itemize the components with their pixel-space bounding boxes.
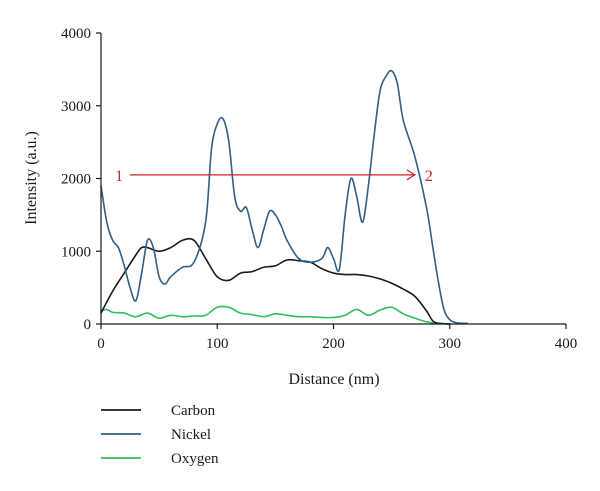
legend: Carbon Nickel Oxygen — [101, 403, 219, 467]
plot-area — [100, 69, 468, 325]
legend-label-carbon: Carbon — [171, 403, 216, 419]
x-tick-label: 200 — [322, 336, 345, 352]
legend-label-nickel: Nickel — [171, 427, 211, 443]
x-axis-title: Distance (nm) — [288, 371, 379, 388]
legend-label-oxygen: Oxygen — [171, 451, 219, 467]
y-tick-label: 1000 — [61, 244, 91, 260]
y-tick-label: 3000 — [61, 99, 91, 115]
x-tick-label: 300 — [439, 336, 462, 352]
arrow-start-label: 1 — [115, 168, 123, 185]
y-ticks: 0 1000 2000 3000 4000 — [61, 26, 101, 333]
y-tick-label: 4000 — [61, 26, 91, 42]
arrow-end-label: 2 — [425, 168, 433, 185]
x-ticks: 0 100 200 300 400 — [97, 324, 577, 352]
series-line-carbon — [100, 237, 451, 325]
y-tick-label: 2000 — [61, 172, 91, 188]
x-tick-label: 0 — [97, 336, 105, 352]
axes — [100, 33, 566, 325]
y-tick-label: 0 — [84, 317, 92, 333]
x-tick-label: 400 — [555, 336, 578, 352]
y-axis-title: Intensity (a.u.) — [23, 131, 40, 225]
series-line-oxygen — [100, 305, 451, 325]
arrow-head — [406, 169, 417, 181]
x-tick-label: 100 — [206, 336, 229, 352]
series-line-nickel — [100, 69, 468, 325]
